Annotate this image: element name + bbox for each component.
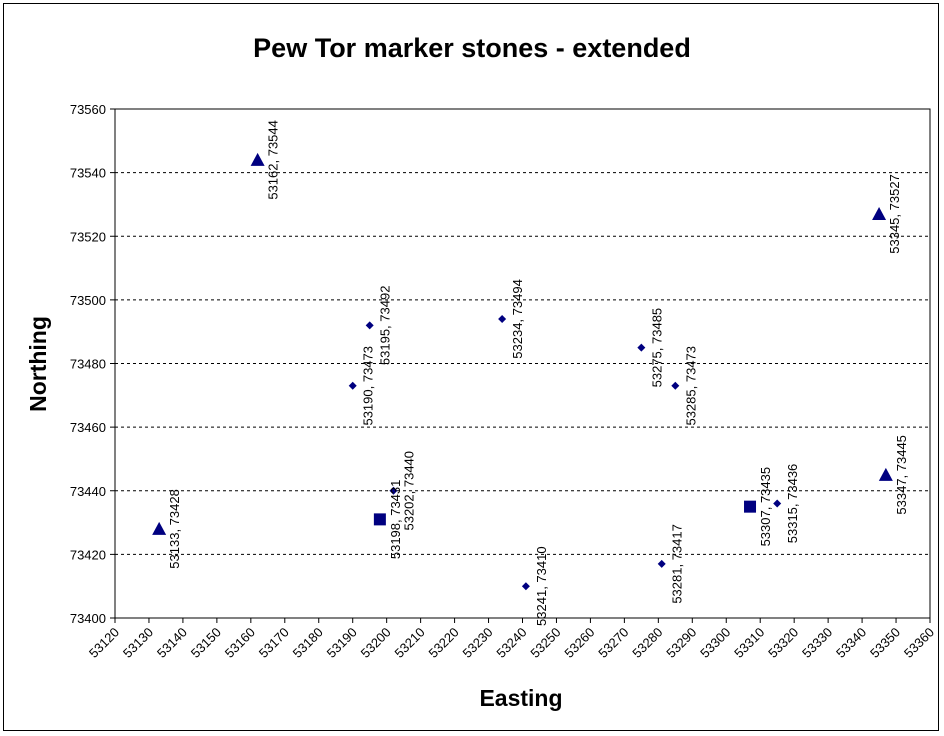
x-tick-label: 53140 bbox=[154, 625, 190, 661]
x-axis-title: Easting bbox=[479, 685, 562, 711]
data-label: 53347, 73445 bbox=[894, 435, 909, 515]
x-tick-label: 53330 bbox=[799, 625, 835, 661]
x-tick-label: 53240 bbox=[493, 625, 529, 661]
data-point-diamond bbox=[637, 343, 646, 352]
x-tick-label: 53190 bbox=[324, 625, 360, 661]
y-tick-label: 73520 bbox=[70, 229, 106, 244]
data-point-diamond bbox=[348, 381, 357, 390]
y-tick-label: 73460 bbox=[70, 420, 106, 435]
x-tick-label: 53170 bbox=[256, 625, 292, 661]
grid-lines bbox=[115, 172, 930, 555]
x-tick-label: 53160 bbox=[222, 625, 258, 661]
data-label: 53162, 73544 bbox=[266, 120, 281, 200]
x-axis: 5312053130531405315053160531705318053190… bbox=[86, 618, 937, 661]
x-tick-label: 53270 bbox=[595, 625, 631, 661]
data-point-triangle bbox=[878, 467, 893, 481]
x-tick-label: 53320 bbox=[765, 625, 801, 661]
chart-title: Pew Tor marker stones - extended bbox=[253, 33, 691, 63]
x-tick-label: 53300 bbox=[697, 625, 733, 661]
y-tick-label: 73440 bbox=[70, 484, 106, 499]
data-point-triangle bbox=[872, 206, 887, 220]
data-point-square bbox=[373, 513, 386, 526]
data-label: 53198, 73431 bbox=[388, 480, 403, 560]
y-axis: 73400 73420 73440 73460 73480 73500 73520 73540… bbox=[70, 102, 115, 626]
data-label: 53133, 73428 bbox=[167, 489, 182, 569]
y-tick-label: 73540 bbox=[70, 166, 106, 181]
data-label: 53190, 73473 bbox=[361, 346, 376, 426]
x-tick-label: 53340 bbox=[833, 625, 869, 661]
y-tick-label: 73560 bbox=[70, 102, 106, 117]
data-label: 53315, 73436 bbox=[785, 464, 800, 544]
x-tick-label: 53250 bbox=[527, 625, 563, 661]
data-label: 53195, 73492 bbox=[378, 286, 393, 366]
data-point-diamond bbox=[773, 499, 782, 508]
data-label: 53307, 73435 bbox=[758, 467, 773, 547]
data-point-diamond bbox=[521, 582, 530, 591]
data-point-triangle bbox=[250, 152, 265, 166]
x-tick-label: 53290 bbox=[663, 625, 699, 661]
data-label: 53281, 73417 bbox=[670, 524, 685, 604]
data-label: 53234, 73494 bbox=[510, 279, 525, 359]
data-point-diamond bbox=[657, 559, 666, 568]
x-tick-label: 53200 bbox=[358, 625, 394, 661]
x-tick-label: 53180 bbox=[290, 625, 326, 661]
x-tick-label: 53150 bbox=[188, 625, 224, 661]
x-tick-label: 53230 bbox=[459, 625, 495, 661]
data-label: 53202, 73440 bbox=[401, 451, 416, 531]
data-point-diamond bbox=[389, 486, 398, 495]
data-point-square bbox=[744, 500, 757, 513]
x-tick-label: 53350 bbox=[867, 625, 903, 661]
y-tick-label: 73420 bbox=[70, 547, 106, 562]
y-tick-label: 73480 bbox=[70, 357, 106, 372]
x-tick-label: 53120 bbox=[86, 625, 122, 661]
data-label: 53275, 73485 bbox=[649, 308, 664, 388]
x-tick-label: 53210 bbox=[392, 625, 428, 661]
x-tick-label: 53220 bbox=[426, 625, 462, 661]
data-label: 53345, 73527 bbox=[887, 174, 902, 254]
y-axis-title: Northing bbox=[25, 316, 51, 412]
x-tick-label: 53260 bbox=[561, 625, 597, 661]
y-tick-label: 73400 bbox=[70, 611, 106, 626]
chart-frame bbox=[3, 3, 939, 731]
data-point-diamond bbox=[365, 321, 374, 330]
y-tick-label: 73500 bbox=[70, 293, 106, 308]
x-tick-label: 53130 bbox=[120, 625, 156, 661]
x-tick-label: 53360 bbox=[901, 625, 937, 661]
data-point-diamond bbox=[671, 381, 680, 390]
data-point-diamond bbox=[498, 314, 507, 323]
data-label: 53241, 73410 bbox=[534, 546, 549, 626]
data-label: 53285, 73473 bbox=[683, 346, 698, 426]
x-tick-label: 53310 bbox=[731, 625, 767, 661]
x-tick-label: 53280 bbox=[629, 625, 665, 661]
data-point-triangle bbox=[152, 521, 167, 535]
